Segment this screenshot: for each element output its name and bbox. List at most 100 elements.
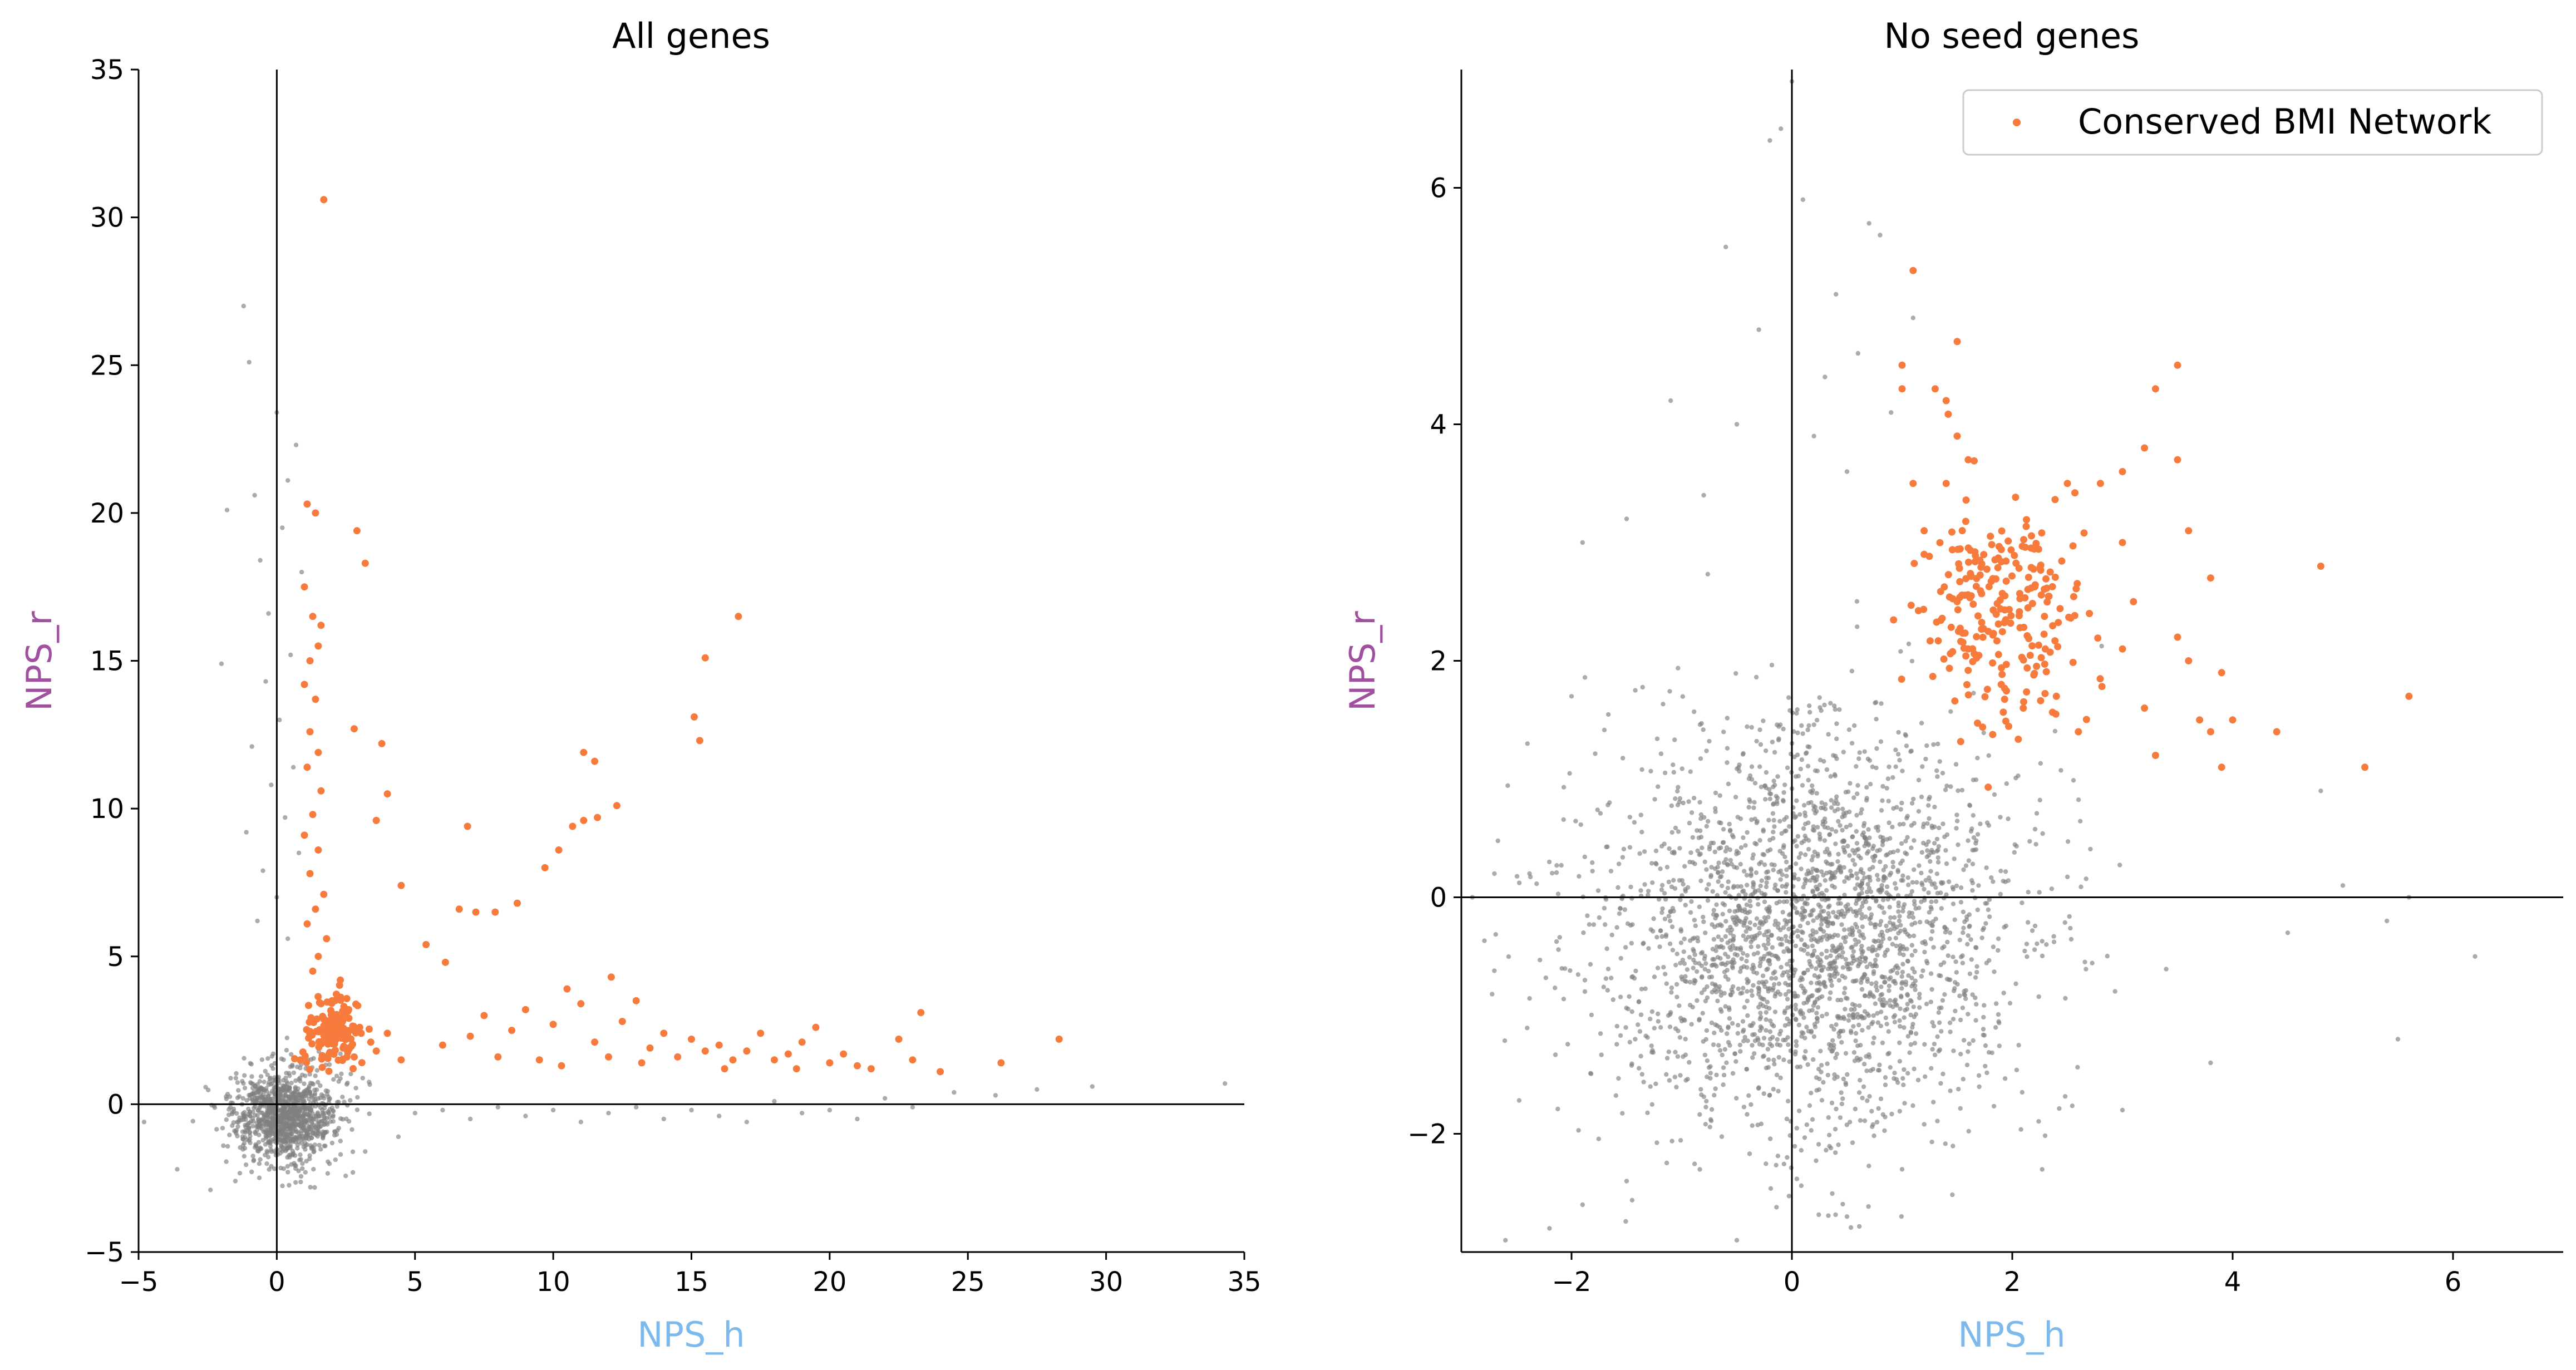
- background-point: [2082, 959, 2087, 965]
- background-point: [1880, 898, 1886, 903]
- background-point: [1843, 1081, 1848, 1086]
- background-point: [1090, 1084, 1095, 1089]
- background-point: [1578, 822, 1583, 827]
- background-point: [1818, 837, 1823, 842]
- legend: Conserved BMI Network: [1962, 89, 2543, 156]
- background-point: [1954, 970, 1959, 975]
- background-point: [1902, 902, 1907, 907]
- background-point: [1810, 783, 1815, 789]
- background-point: [303, 1118, 308, 1123]
- background-point: [1821, 759, 1826, 764]
- background-point: [1984, 865, 1989, 870]
- highlight-point: [378, 740, 386, 747]
- background-point: [1861, 935, 1866, 940]
- background-point: [1656, 897, 1662, 902]
- background-point: [1850, 944, 1855, 950]
- background-point: [1764, 1161, 1769, 1166]
- background-point: [1741, 951, 1746, 956]
- background-point: [1685, 885, 1691, 890]
- background-point: [1731, 884, 1736, 889]
- background-point: [1493, 932, 1498, 937]
- background-point: [250, 1154, 255, 1159]
- background-point: [1937, 973, 1942, 978]
- background-point: [312, 1142, 318, 1147]
- background-point: [1672, 1075, 1677, 1080]
- background-point: [1812, 948, 1817, 954]
- background-point: [1879, 1000, 1884, 1006]
- highlight-point: [2020, 656, 2027, 664]
- background-point: [301, 1097, 306, 1102]
- background-point: [1814, 930, 1819, 935]
- background-point: [1823, 802, 1828, 807]
- background-point: [1794, 1043, 1799, 1048]
- background-point: [1806, 777, 1811, 783]
- background-point: [1966, 838, 1971, 843]
- highlight-point: [1953, 598, 1961, 605]
- background-point: [1626, 1006, 1631, 1012]
- background-point: [1966, 858, 1972, 863]
- background-point: [1896, 909, 1901, 914]
- background-point: [1879, 701, 1884, 706]
- background-point: [1863, 836, 1868, 841]
- background-point: [1718, 1007, 1723, 1012]
- y-tick-label: −5: [85, 1237, 124, 1268]
- background-point: [1776, 1088, 1781, 1094]
- background-point: [1772, 1009, 1778, 1014]
- background-point: [1615, 885, 1621, 890]
- background-point: [1905, 814, 1910, 819]
- background-point: [242, 1146, 248, 1151]
- background-point: [278, 1165, 283, 1171]
- background-point: [1700, 1011, 1705, 1016]
- background-point: [1839, 1040, 1844, 1045]
- background-point: [1957, 993, 1962, 998]
- highlight-point: [2051, 496, 2059, 504]
- background-point: [1997, 1043, 2002, 1048]
- background-point: [331, 1119, 336, 1124]
- background-point: [1871, 994, 1876, 999]
- background-point: [1850, 930, 1855, 935]
- highlight-point: [309, 811, 317, 819]
- background-point: [295, 1118, 301, 1124]
- highlight-point: [1055, 1036, 1063, 1043]
- background-point: [1785, 969, 1790, 974]
- background-point: [2068, 937, 2074, 942]
- background-point: [1780, 797, 1786, 803]
- background-point: [1649, 1102, 1654, 1107]
- background-point: [1890, 775, 1895, 780]
- background-point: [277, 1113, 282, 1118]
- background-point: [1641, 941, 1646, 947]
- highlight-point: [1979, 723, 1987, 731]
- background-point: [1828, 964, 1833, 969]
- background-point: [1805, 727, 1810, 732]
- background-point: [1697, 904, 1702, 909]
- y-tick-label: −2: [1407, 1119, 1447, 1150]
- background-point: [1646, 946, 1651, 951]
- highlight-point: [743, 1047, 751, 1055]
- background-point: [1629, 1009, 1634, 1014]
- background-point: [578, 1120, 584, 1125]
- background-point: [258, 1074, 264, 1079]
- background-point: [1784, 938, 1789, 943]
- background-point: [1856, 1022, 1861, 1028]
- background-point: [1710, 981, 1715, 987]
- background-point: [256, 1108, 261, 1113]
- background-point: [1898, 993, 1904, 999]
- background-point: [1971, 835, 1977, 840]
- highlight-point: [348, 1026, 355, 1034]
- y-tick-label: 2: [1430, 646, 1447, 677]
- background-point: [266, 611, 271, 616]
- background-point: [224, 1159, 229, 1164]
- background-point: [1807, 959, 1812, 964]
- background-point: [1683, 1052, 1688, 1057]
- background-point: [1712, 866, 1718, 871]
- highlight-point: [2073, 580, 2081, 588]
- background-point: [1874, 980, 1879, 985]
- background-point: [1931, 945, 1936, 950]
- background-point: [1679, 766, 1685, 771]
- background-point: [1817, 892, 1822, 897]
- background-point: [1764, 875, 1769, 880]
- highlight-point: [2016, 590, 2023, 598]
- background-point: [1561, 997, 1567, 1002]
- highlight-point: [2043, 598, 2051, 606]
- background-point: [1930, 1047, 1935, 1052]
